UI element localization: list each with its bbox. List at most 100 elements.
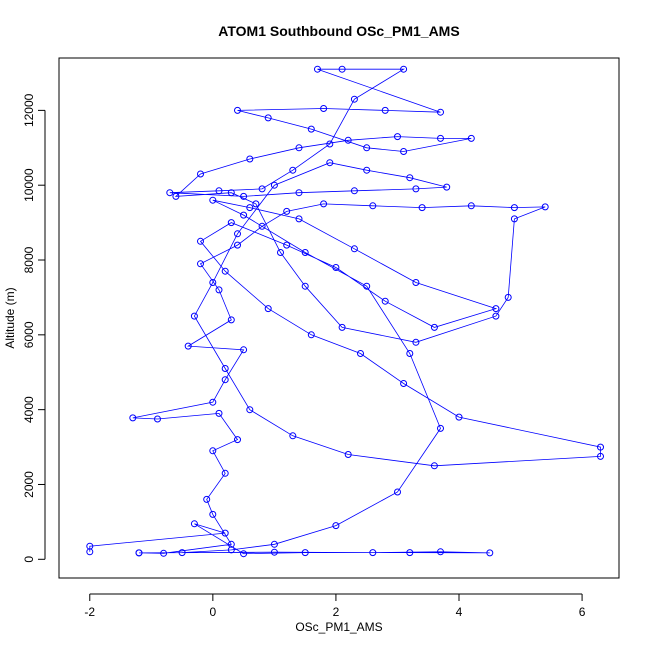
series-layer <box>86 65 604 558</box>
data-point <box>240 550 248 558</box>
data-point <box>215 409 223 417</box>
data-point <box>209 398 217 406</box>
data-point <box>295 144 303 152</box>
data-point <box>197 260 204 268</box>
data-point <box>381 297 389 305</box>
data-point <box>455 413 463 421</box>
data-point <box>203 495 211 503</box>
y-tick-label: 6000 <box>22 321 36 348</box>
data-point <box>197 237 204 245</box>
data-point <box>437 134 444 142</box>
data-point <box>301 249 309 256</box>
data-point <box>381 106 389 114</box>
data-point <box>412 185 420 193</box>
data-point <box>504 293 512 301</box>
data-point <box>227 189 235 197</box>
data-point <box>129 414 137 422</box>
data-point <box>437 108 444 116</box>
data-point <box>301 282 309 290</box>
data-point <box>492 312 500 320</box>
data-point <box>197 170 204 178</box>
data-point <box>437 424 444 432</box>
data-point <box>184 342 192 350</box>
data-point <box>270 540 278 548</box>
data-point <box>412 338 420 346</box>
data-point <box>344 451 352 458</box>
data-point <box>289 432 297 440</box>
data-point <box>400 380 408 387</box>
data-point <box>443 183 451 191</box>
data-point <box>301 549 309 557</box>
x-tick-label: 0 <box>210 605 217 619</box>
data-point <box>160 549 168 557</box>
data-point <box>510 215 518 223</box>
data-point <box>314 65 321 73</box>
data-point <box>295 189 303 197</box>
data-point <box>221 267 229 275</box>
y-tick-label: 4000 <box>22 396 36 423</box>
data-point <box>597 452 604 460</box>
data-point <box>277 249 284 256</box>
data-point <box>190 312 198 320</box>
data-point <box>332 522 340 530</box>
x-tick-label: 2 <box>333 605 340 619</box>
data-point <box>264 114 272 122</box>
data-point <box>363 166 371 174</box>
data-point <box>307 331 315 339</box>
y-tick-label: 2000 <box>22 471 36 498</box>
data-point <box>240 346 248 354</box>
data-point <box>258 222 266 230</box>
y-tick-label: 12000 <box>22 93 36 127</box>
data-point <box>363 144 371 152</box>
data-point <box>350 95 358 103</box>
data-point <box>430 323 438 331</box>
data-point <box>283 207 291 215</box>
data-point <box>363 282 371 290</box>
x-tick-label: -2 <box>84 605 95 619</box>
data-point <box>350 187 358 195</box>
data-point <box>135 549 143 557</box>
data-point <box>209 196 217 204</box>
data-point <box>227 219 235 227</box>
data-point <box>190 520 198 528</box>
data-point <box>350 245 358 253</box>
data-point <box>326 159 334 167</box>
series-line <box>89 68 601 555</box>
data-point <box>240 192 248 200</box>
data-point <box>289 166 297 174</box>
x-axis: -2 0 2 4 6 <box>84 593 586 619</box>
data-point <box>252 200 260 208</box>
data-point <box>344 136 352 144</box>
data-point <box>400 65 408 73</box>
data-point <box>400 148 408 155</box>
data-point <box>338 65 346 73</box>
data-point <box>246 204 254 212</box>
data-point <box>357 350 364 357</box>
data-point <box>541 203 549 211</box>
data-point <box>394 133 401 141</box>
data-point <box>227 316 235 324</box>
data-point <box>178 549 186 557</box>
data-point <box>221 469 229 477</box>
data-point <box>467 202 475 210</box>
data-point <box>234 230 241 238</box>
data-point <box>246 406 254 414</box>
data-point <box>221 365 229 372</box>
data-point <box>486 549 494 557</box>
data-point <box>264 305 272 313</box>
data-point <box>209 279 217 286</box>
data-point <box>597 443 604 451</box>
data-point <box>307 125 315 133</box>
data-point <box>209 447 217 455</box>
data-point <box>437 548 444 556</box>
data-point <box>510 204 518 212</box>
data-point <box>172 192 180 200</box>
data-point <box>338 323 346 331</box>
data-point <box>221 376 229 384</box>
data-point <box>270 181 278 189</box>
data-point <box>326 140 334 148</box>
x-tick-label: 6 <box>579 605 586 619</box>
data-point <box>86 542 94 550</box>
data-point <box>215 286 223 294</box>
